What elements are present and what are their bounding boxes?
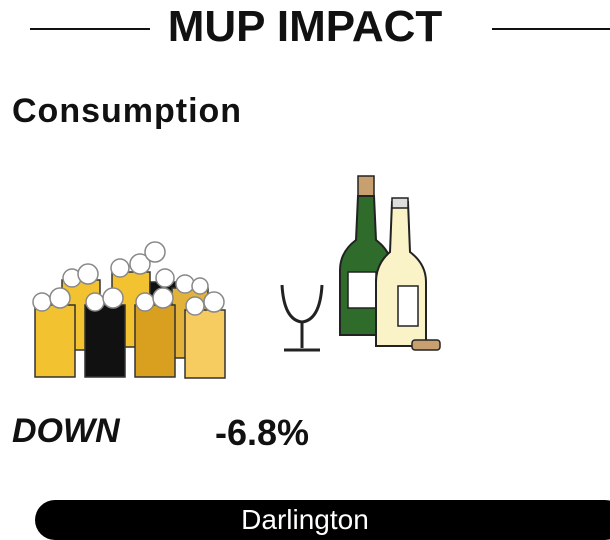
title: MUP IMPACT [0,2,610,52]
change-value: -6.8% [215,412,309,454]
location-label: Darlington [35,500,575,540]
section-heading: Consumption [12,92,242,131]
change-direction: DOWN [12,412,120,451]
drinks-illustration [0,160,460,390]
infographic: MUP IMPACT Consumption [0,0,610,537]
